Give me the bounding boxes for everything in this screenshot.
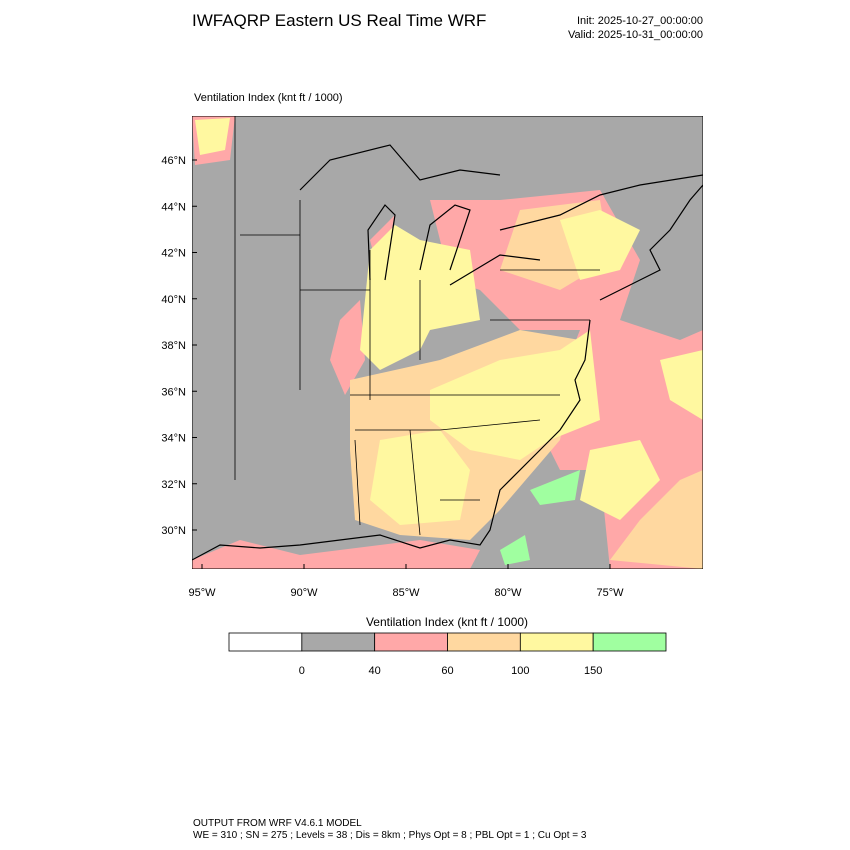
- colorbar-label: 0: [299, 665, 305, 677]
- lon-label: 80°W: [494, 587, 522, 599]
- lat-label: 42°N: [161, 248, 186, 260]
- colorbar-label: 150: [584, 665, 602, 677]
- colorbar: 0 40 60 100 150: [228, 632, 667, 677]
- lon-labels: 95°W 90°W 85°W 80°W 75°W: [188, 564, 624, 599]
- colorbar-box: [447, 632, 521, 652]
- footer-line: OUTPUT FROM WRF V4.6.1 MODEL: [193, 818, 362, 829]
- colorbar-box: [228, 632, 303, 652]
- colorbar-box: [519, 632, 594, 652]
- colorbar-label: 40: [369, 665, 381, 677]
- footer-line: WE = 310 ; SN = 275 ; Levels = 38 ; Dis …: [193, 830, 587, 841]
- lat-label: 40°N: [161, 294, 186, 306]
- lat-label: 46°N: [161, 155, 186, 167]
- colorbar-title: Ventilation Index (knt ft / 1000): [366, 615, 528, 629]
- colorbar-box: [301, 632, 376, 652]
- lon-label: 75°W: [596, 587, 624, 599]
- coastlines: [192, 144, 703, 561]
- lat-label: 36°N: [161, 386, 186, 398]
- lon-label: 95°W: [188, 587, 216, 599]
- lat-label: 30°N: [161, 525, 186, 537]
- colorbar-box: [374, 632, 448, 652]
- lat-label: 32°N: [161, 479, 186, 491]
- map-field: [192, 116, 703, 569]
- colorbar-box: [592, 632, 667, 652]
- valid-time: Valid: 2025-10-31_00:00:00: [568, 29, 703, 41]
- colorbar-label: 100: [511, 665, 529, 677]
- lat-label: 38°N: [161, 340, 186, 352]
- lon-label: 85°W: [392, 587, 420, 599]
- yellow-areas: [195, 118, 703, 525]
- title: IWFAQRP Eastern US Real Time WRF: [192, 11, 486, 30]
- lat-label: 44°N: [161, 201, 186, 213]
- map-subtitle: Ventilation Index (knt ft / 1000): [194, 92, 343, 104]
- init-time: Init: 2025-10-27_00:00:00: [577, 15, 703, 27]
- lon-label: 90°W: [290, 587, 318, 599]
- colorbar-label: 60: [441, 665, 453, 677]
- lat-labels: 46°N 44°N 42°N 40°N 38°N 36°N 34°N 32°N 30°N: [161, 155, 197, 537]
- lat-label: 34°N: [161, 433, 186, 445]
- green-areas: [500, 470, 580, 565]
- state-borders: [234, 116, 600, 536]
